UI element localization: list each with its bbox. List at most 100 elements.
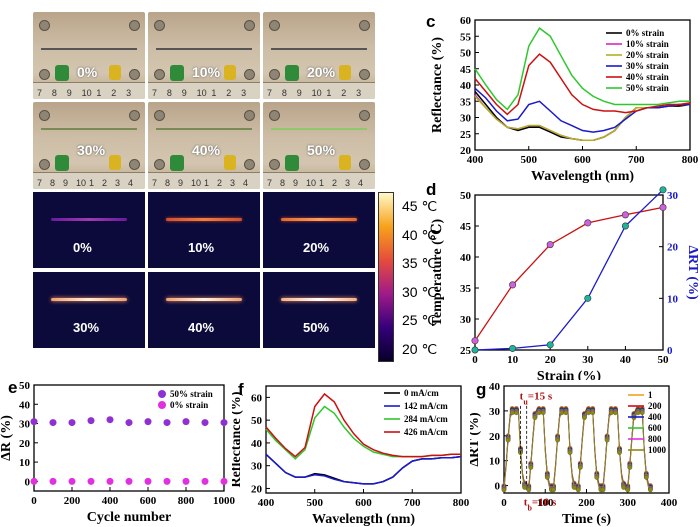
y-tick-label: 10 <box>489 456 501 468</box>
x-axis-label: Strain (%) <box>537 369 602 380</box>
data-point <box>106 477 114 485</box>
y-tick-label: 20 <box>251 483 263 495</box>
strain-photo: 7 8 9 10 1 2 3 4 40% <box>148 102 260 189</box>
legend-label: 400 <box>648 412 662 422</box>
ruler-number: 7 <box>267 88 273 98</box>
heated-fiber <box>51 218 127 221</box>
x-tick-label: 600 <box>140 495 157 507</box>
ruler-number: 2 <box>226 88 232 98</box>
data-point <box>522 485 527 490</box>
drt-point <box>621 222 629 230</box>
data-point <box>594 475 600 480</box>
yellow-clamp <box>224 155 236 170</box>
ruler-number: 2 <box>341 88 347 98</box>
x-tick-label: 20 <box>545 354 557 366</box>
rise-time-annotation: tu=15 s <box>520 391 553 407</box>
ruler-number: 3 <box>356 88 362 98</box>
x-tick-label: 600 <box>574 154 591 166</box>
ruler-number: 4 <box>243 178 249 188</box>
data-point <box>182 477 190 485</box>
data-point <box>590 410 596 416</box>
x-tick-label: 800 <box>453 497 470 509</box>
screw-icon <box>39 20 50 31</box>
screw-icon <box>244 69 255 80</box>
data-point <box>144 418 152 426</box>
ruler-number: 1 <box>96 88 102 98</box>
y-tick-label: 30 <box>460 314 472 326</box>
data-point <box>604 437 610 443</box>
y-tick-label: 30 <box>19 419 31 431</box>
y-right-tick-label: 10 <box>667 293 679 305</box>
series-line <box>503 407 653 486</box>
chart-f-reflectance-current: 400 500 600 700 800 20 30 40 50 60 Wavelength (nm)… <box>232 385 470 527</box>
screw-icon <box>129 159 140 170</box>
ruler-number: 1 <box>319 178 325 188</box>
x-tick-label: 1000 <box>213 495 235 507</box>
screw-icon <box>39 159 50 170</box>
y-tick-label: 55 <box>460 31 472 43</box>
green-clamp <box>170 155 184 171</box>
series-line <box>474 87 690 133</box>
x-axis-label: Cycle number <box>87 510 171 525</box>
data-point <box>571 485 577 490</box>
strain-label: 0% <box>77 64 98 80</box>
data-point <box>575 487 581 493</box>
series-line <box>265 392 461 458</box>
ruler-number: 7 <box>37 178 43 188</box>
ruler-number: 10 <box>311 88 322 98</box>
green-clamp <box>285 65 299 81</box>
drt-point <box>471 346 479 354</box>
data-point <box>49 419 57 427</box>
legend-label: 50% strain <box>170 389 213 399</box>
legend-label: 20% strain <box>626 50 669 60</box>
ruler-number: 9 <box>181 88 187 98</box>
y-tick-label: 35 <box>460 283 472 295</box>
yellow-clamp <box>224 65 236 80</box>
legend-label: 142 mA/cm <box>404 401 448 411</box>
screw-icon <box>129 110 140 121</box>
ruler-number: 2 <box>102 178 108 188</box>
panel-f-letter: f <box>238 380 244 399</box>
screw-icon <box>359 20 370 31</box>
data-point <box>30 477 38 485</box>
heated-fiber <box>281 298 357 301</box>
x-tick-label: 300 <box>620 497 637 509</box>
ruler-number: 4 <box>128 178 134 188</box>
data-point <box>144 477 152 485</box>
screw-icon <box>154 110 165 121</box>
y-tick-label: 30 <box>460 113 472 125</box>
series-line <box>474 95 690 142</box>
fiber-wire <box>271 128 367 130</box>
x-tick-label: 30 <box>582 354 594 366</box>
x-tick-label: 600 <box>355 497 372 509</box>
x-tick-label: 400 <box>258 497 275 509</box>
fiber-wire <box>41 128 137 130</box>
series-line <box>265 453 462 485</box>
data-point <box>555 437 560 443</box>
legend-marker <box>158 390 166 398</box>
x-tick-label: 800 <box>682 154 699 166</box>
y-tick-label: 0 <box>25 476 31 488</box>
legend-label: 800 <box>648 434 662 444</box>
y-tick-label: 45 <box>460 64 472 76</box>
ruler-number: 2 <box>217 178 223 188</box>
panel-g-letter: g <box>476 380 487 399</box>
legend-label: 426 mA/cm <box>404 427 448 437</box>
x-tick-label: 0 <box>472 354 478 366</box>
panel-c-letter: c <box>426 12 436 31</box>
legend-label: 600 <box>648 423 662 433</box>
ruler-number: 9 <box>66 88 72 98</box>
y-tick-label: 60 <box>460 15 472 27</box>
fiber-wire <box>156 48 252 50</box>
colorbar-tick-label: 25 ℃ <box>402 312 438 328</box>
legend-marker <box>158 401 166 409</box>
data-point <box>643 475 649 480</box>
strain-photo: 7 8 9 10 1 2 3 20% <box>263 12 375 99</box>
drt-point <box>584 294 592 302</box>
ruler-number: 10 <box>306 178 317 188</box>
screw-icon <box>39 69 50 80</box>
legend-label: 0% strain <box>626 28 664 38</box>
data-point <box>526 487 532 493</box>
green-clamp <box>55 155 69 171</box>
x-tick-label: 50 <box>658 354 670 366</box>
